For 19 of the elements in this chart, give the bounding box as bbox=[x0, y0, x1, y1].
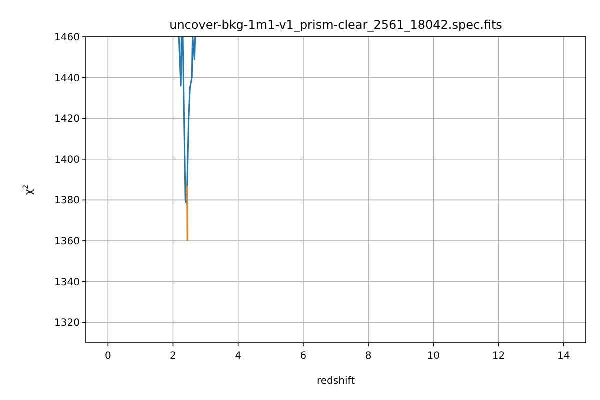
y-tick-label: 1380 bbox=[54, 196, 80, 207]
x-tick-label: 14 bbox=[557, 351, 570, 362]
y-tick-label: 1440 bbox=[54, 73, 80, 84]
y-tick-label: 1360 bbox=[54, 236, 80, 248]
x-tick-label: 6 bbox=[300, 351, 307, 362]
x-tick-label: 12 bbox=[492, 351, 506, 362]
y-tick-label: 1340 bbox=[54, 277, 80, 288]
x-axis-title: redshift bbox=[317, 376, 356, 387]
y-tick-label: 1400 bbox=[54, 154, 80, 166]
y-tick-label: 1320 bbox=[54, 318, 80, 330]
x-tick-label: 4 bbox=[235, 351, 242, 362]
x-tick-label: 0 bbox=[104, 351, 112, 362]
line-series bbox=[178, 37, 196, 206]
chart-title: uncover-bkg-1m1-v1_prism-clear_2561_18042.spec.fits bbox=[170, 18, 502, 32]
y-tick-label: 1460 bbox=[54, 32, 80, 44]
x-tick-label: 8 bbox=[365, 351, 372, 362]
y-tick-label: 1420 bbox=[54, 114, 80, 126]
x-tick-label: 2 bbox=[170, 351, 176, 362]
x-tick-label: 10 bbox=[427, 351, 440, 362]
